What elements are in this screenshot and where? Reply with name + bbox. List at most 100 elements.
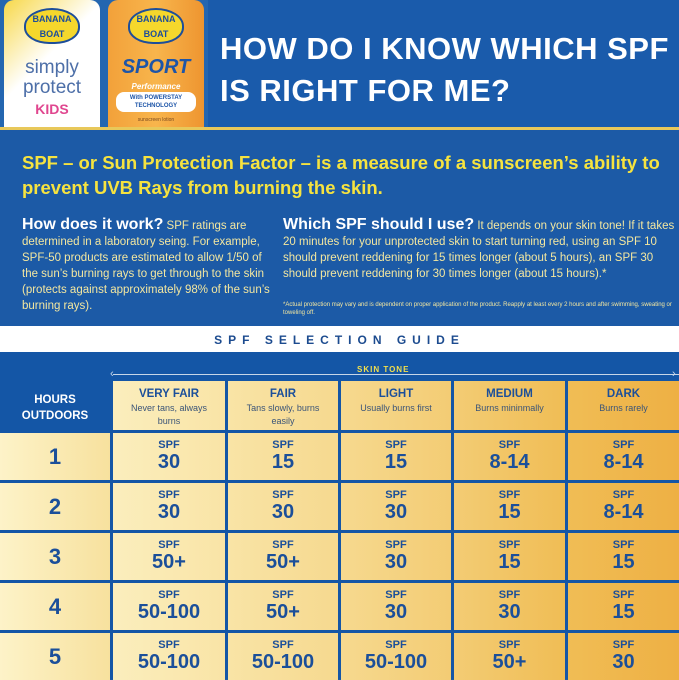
how-text: SPF ratings are determined in a laborato… [22,220,270,312]
spf-cell: SPF 15 [568,533,679,580]
spf-cell: SPF 50+ [454,633,565,680]
spf-label: SPF [498,639,521,651]
skin-tone-desc: Burns rarely [599,403,648,413]
how-it-works: How does it work? SPF ratings are determ… [22,217,274,314]
spf-cell: SPF 50+ [113,533,225,580]
spf-label: SPF [612,439,635,451]
column-header: MEDIUM Burns mininmally [454,381,565,430]
spf-value: 15 [612,601,635,623]
skin-tone-desc: Usually burns first [360,403,432,413]
spf-label: SPF [612,539,635,551]
arrow-left-icon: ‹ [110,368,114,380]
spf-value: 15 [271,451,295,473]
hours-value: 5 [48,644,62,669]
skin-tone-name: DARK [606,388,641,400]
spf-value: 30 [384,501,408,523]
spf-value: 50-100 [251,651,315,673]
spf-label: SPF [612,489,635,501]
spf-cell: SPF 50+ [228,533,338,580]
skin-tone-name: FAIR [269,388,297,400]
hours-value: 2 [48,494,62,519]
spf-label: SPF [272,439,294,451]
column-header: VERY FAIR Never tans, always burns [113,381,225,430]
skin-tone-name: LIGHT [378,388,414,400]
product-image: BANANA BOAT simply protect KIDS BANANA BOA… [0,0,208,127]
spf-cell: SPF 50-100 [113,583,225,630]
spf-label: SPF [498,539,521,551]
spf-cell: SPF 30 [228,483,338,530]
spf-value: 50+ [266,551,300,573]
spf-cell: SPF 30 [341,533,451,580]
skin-tone-name: MEDIUM [486,388,533,400]
spf-label: SPF [385,639,407,651]
skin-tone-desc: Never tans, always burns [130,403,208,426]
spf-label: SPF [158,539,180,551]
spf-label: SPF [385,539,407,551]
hours-value: 4 [48,594,62,619]
spf-value: 8-14 [603,451,644,473]
brand-logo: BANANA BOAT [24,8,80,44]
spf-value: 15 [498,501,521,523]
spf-value: 15 [612,551,635,573]
hours-cell: 4 [0,583,110,630]
bottle-text: sunscreen lotion [137,117,175,123]
hours-cell: 2 [0,483,110,530]
spf-value: 50-100 [364,651,428,673]
spf-label: SPF [385,439,407,451]
how-heading: How does it work? [22,216,164,233]
kids-bottle: BANANA BOAT simply protect KIDS [4,0,100,127]
spf-cell: SPF 8-14 [568,433,679,480]
spf-cell: SPF 15 [341,433,451,480]
spf-label: SPF [158,639,180,651]
skin-tone-name: VERY FAIR [138,388,200,400]
spf-cell: SPF 15 [228,433,338,480]
spf-label: SPF [498,489,521,501]
spf-cell: SPF 50-100 [228,633,338,680]
column-header: DARK Burns rarely [568,381,679,430]
spf-value: 30 [498,601,521,623]
which-spf: Which SPF should I use? It depends on yo… [283,217,675,282]
spf-value: 30 [384,551,408,573]
spf-value: 15 [498,551,521,573]
hours-cell: 5 [0,633,110,680]
spf-label: SPF [158,589,180,601]
divider [0,127,679,130]
spf-label: SPF [272,589,294,601]
spf-label: SPF [498,439,521,451]
hours-cell: 1 [0,433,110,480]
spf-label: SPF [385,589,407,601]
spf-cell: SPF 8-14 [454,433,565,480]
spf-label: SPF [272,539,294,551]
spf-value: 15 [384,451,408,473]
bottle-text: Performance [131,82,181,91]
spf-label: SPF [612,589,635,601]
spf-label: SPF [158,439,180,451]
guide-title: SPF SELECTION GUIDE [0,326,679,352]
spf-value: 50+ [492,651,527,673]
skin-tone-label: SKIN TONE [349,365,418,374]
skin-tone-desc: Burns mininmally [475,403,544,413]
spf-cell: SPF 15 [568,583,679,630]
spf-label: SPF [385,489,407,501]
bottle-text: simply [25,57,79,78]
spf-cell: SPF 30 [568,633,679,680]
arrow-right-icon: › [672,368,676,380]
spf-value: 30 [271,501,295,523]
spf-cell: SPF 30 [113,433,225,480]
bottle-text: SPORT [121,56,191,78]
bottle-text: protect [22,77,82,98]
spf-cell: SPF 50+ [228,583,338,630]
spf-value: 8-14 [603,501,644,523]
page-title: HOW DO I KNOW WHICH SPF IS RIGHT FOR ME? [220,31,669,108]
spf-cell: SPF 30 [341,583,451,630]
spf-label: SPF [498,589,521,601]
hours-value: 1 [48,444,62,469]
spf-value: 30 [612,651,635,673]
bottle-text: KIDS [35,101,69,117]
spf-cell: SPF 8-14 [568,483,679,530]
spf-label: SPF [272,639,294,651]
spf-cell: SPF 30 [341,483,451,530]
spf-cell: SPF 15 [454,533,565,580]
spf-label: SPF [612,639,635,651]
spf-cell: SPF 50-100 [113,633,225,680]
